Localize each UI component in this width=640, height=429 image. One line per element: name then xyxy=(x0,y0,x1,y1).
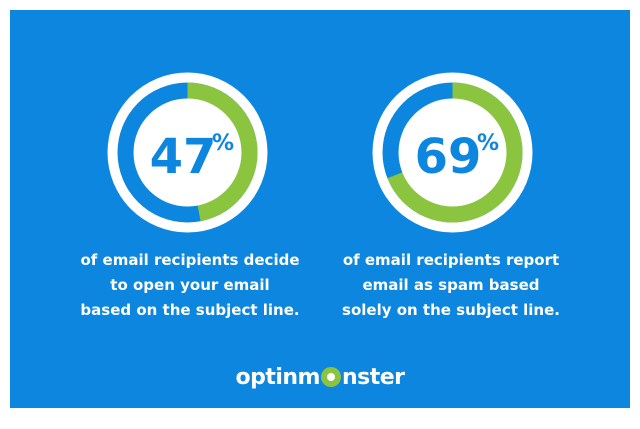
logo-text-end: nster xyxy=(341,365,405,390)
donut-2-value-label: 69 xyxy=(415,129,482,185)
caption-2: of email recipients report email as spam… xyxy=(331,248,571,323)
monster-logo-icon xyxy=(320,367,341,387)
caption-1-line-2: to open your email xyxy=(110,276,270,294)
logo-text-start: optinm xyxy=(235,365,320,390)
donut-chart-1: 47 % xyxy=(107,72,268,233)
donut-1-value-label: 47 xyxy=(150,129,217,185)
caption-2-line-1: of email recipients report xyxy=(342,251,560,269)
caption-1: of email recipients decide to open your … xyxy=(70,248,310,323)
donut-2-center xyxy=(398,98,507,207)
caption-1-line-3: based on the subject line. xyxy=(80,301,300,319)
infographic-panel xyxy=(10,10,630,408)
donut-1-percent-sign: % xyxy=(212,131,234,156)
optinmonster-logo: optinm nster xyxy=(0,365,640,390)
donut-2-percent-sign: % xyxy=(477,131,499,156)
caption-1-line-1: of email recipients decide xyxy=(80,251,300,269)
caption-2-line-3: solely on the subject line. xyxy=(342,301,560,319)
donut-chart-2: 69 % xyxy=(372,72,533,233)
caption-2-line-2: email as spam based xyxy=(362,276,540,294)
donut-1-center xyxy=(133,98,242,207)
